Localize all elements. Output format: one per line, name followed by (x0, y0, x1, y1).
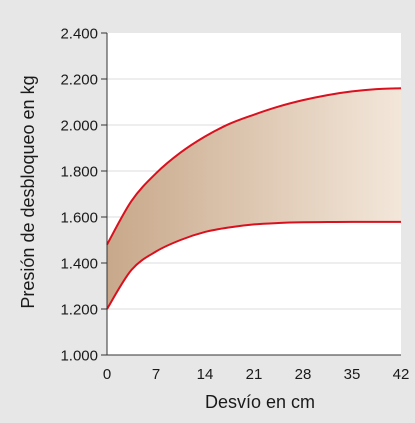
range-band (107, 88, 401, 309)
y-tick-label: 2.200 (60, 72, 98, 89)
series-line-upper (106, 87, 402, 246)
x-tick-labels: 0 7 14 21 28 35 42 (103, 366, 410, 383)
y-tick-labels: 1.000 1.200 1.400 1.600 1.800 2.000 2.200 2.400 (60, 26, 107, 365)
x-tick-label: 7 (152, 366, 160, 383)
x-axis-label: Desvío en cm (205, 392, 315, 412)
x-tick-label: 28 (295, 366, 312, 383)
x-tick-label: 0 (103, 366, 111, 383)
x-tick-label: 14 (197, 366, 214, 383)
y-tick-label: 1.400 (60, 256, 98, 273)
y-axis-label: Presión de desbloqueo en kg (18, 75, 38, 308)
y-tick-label: 1.200 (60, 302, 98, 319)
series-line-lower (106, 220, 401, 310)
x-tick-label: 35 (344, 366, 361, 383)
x-tick-label: 21 (246, 366, 263, 383)
x-tick-label: 42 (393, 366, 410, 383)
y-tick-label: 1.800 (60, 164, 98, 181)
y-tick-label: 1.600 (60, 210, 98, 227)
y-tick-label: 2.000 (60, 118, 98, 135)
y-tick-label: 2.400 (60, 26, 98, 43)
y-tick-label: 1.000 (60, 348, 98, 365)
